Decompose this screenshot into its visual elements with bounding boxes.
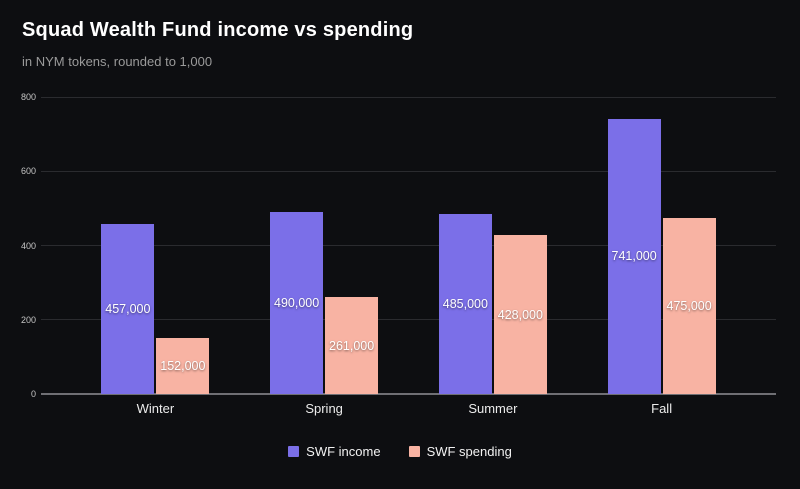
plot-area: 800 600 400 200 0 457,000 152,000 490,000 261,0… (14, 92, 776, 416)
gridline (41, 96, 776, 98)
y-tick-label: 0 (30, 389, 36, 399)
bar-value-label: 428,000 (497, 307, 543, 322)
bar-swf-income-spring: 490,000 (270, 212, 324, 394)
legend-item-swf-spending: SWF spending (408, 444, 512, 459)
bar-swf-spending-winter: 152,000 (156, 337, 210, 394)
legend-label: SWF income (306, 444, 381, 459)
bar-swf-spending-fall: 475,000 (662, 217, 716, 394)
y-tick-label: 600 (20, 166, 36, 177)
bar-group-winter: 457,000 152,000 (71, 97, 240, 394)
x-axis: Winter Spring Summer Fall (41, 401, 776, 416)
y-gridline-0: 0 (14, 389, 776, 399)
y-tick-label: 800 (20, 92, 36, 102)
y-gridline-800: 800 (14, 92, 776, 102)
chart-subtitle: in NYM tokens, rounded to 1,000 (22, 54, 213, 69)
bar-series-area: 457,000 152,000 490,000 261,000 485,000 428,0… (41, 97, 776, 394)
bar-value-label: 490,000 (274, 296, 320, 311)
bar-swf-income-summer: 485,000 (438, 213, 492, 394)
x-axis-line (41, 393, 776, 395)
x-axis-label-fall: Fall (651, 401, 673, 416)
x-axis-label-spring: Spring (305, 401, 343, 416)
bar-swf-spending-summer: 428,000 (493, 235, 547, 394)
y-gridline-400: 400 (14, 241, 776, 251)
bar-value-label: 485,000 (442, 296, 488, 311)
legend-label: SWF spending (426, 444, 512, 459)
legend-swatch-icon (408, 446, 420, 457)
legend: SWF income SWF spending (0, 444, 800, 459)
bar-value-label: 457,000 (105, 302, 151, 317)
y-gridline-200: 200 (14, 315, 776, 325)
bar-value-label: 741,000 (611, 249, 657, 264)
bar-swf-income-fall: 741,000 (607, 118, 661, 394)
bar-group-summer: 485,000 428,000 (409, 97, 578, 394)
bar-value-label: 152,000 (160, 358, 206, 373)
gridline (41, 170, 776, 172)
bar-swf-income-winter: 457,000 (101, 224, 155, 394)
y-tick-label: 400 (20, 240, 36, 251)
chart-title: Squad Wealth Fund income vs spending (22, 19, 414, 41)
x-axis-label-summer: Summer (468, 401, 518, 416)
legend-item-swf-income: SWF income (288, 444, 381, 459)
bar-group-fall: 741,000 475,000 (577, 97, 746, 394)
gridline (41, 319, 776, 321)
bar-swf-spending-spring: 261,000 (325, 297, 379, 394)
y-tick-label: 200 (20, 314, 36, 325)
bar-group-spring: 490,000 261,000 (240, 97, 409, 394)
bar-value-label: 475,000 (666, 298, 712, 313)
legend-swatch-icon (288, 446, 300, 457)
bar-value-label: 261,000 (329, 338, 375, 353)
gridline (41, 245, 776, 246)
x-axis-label-winter: Winter (136, 401, 175, 416)
y-gridline-600: 600 (14, 166, 776, 176)
